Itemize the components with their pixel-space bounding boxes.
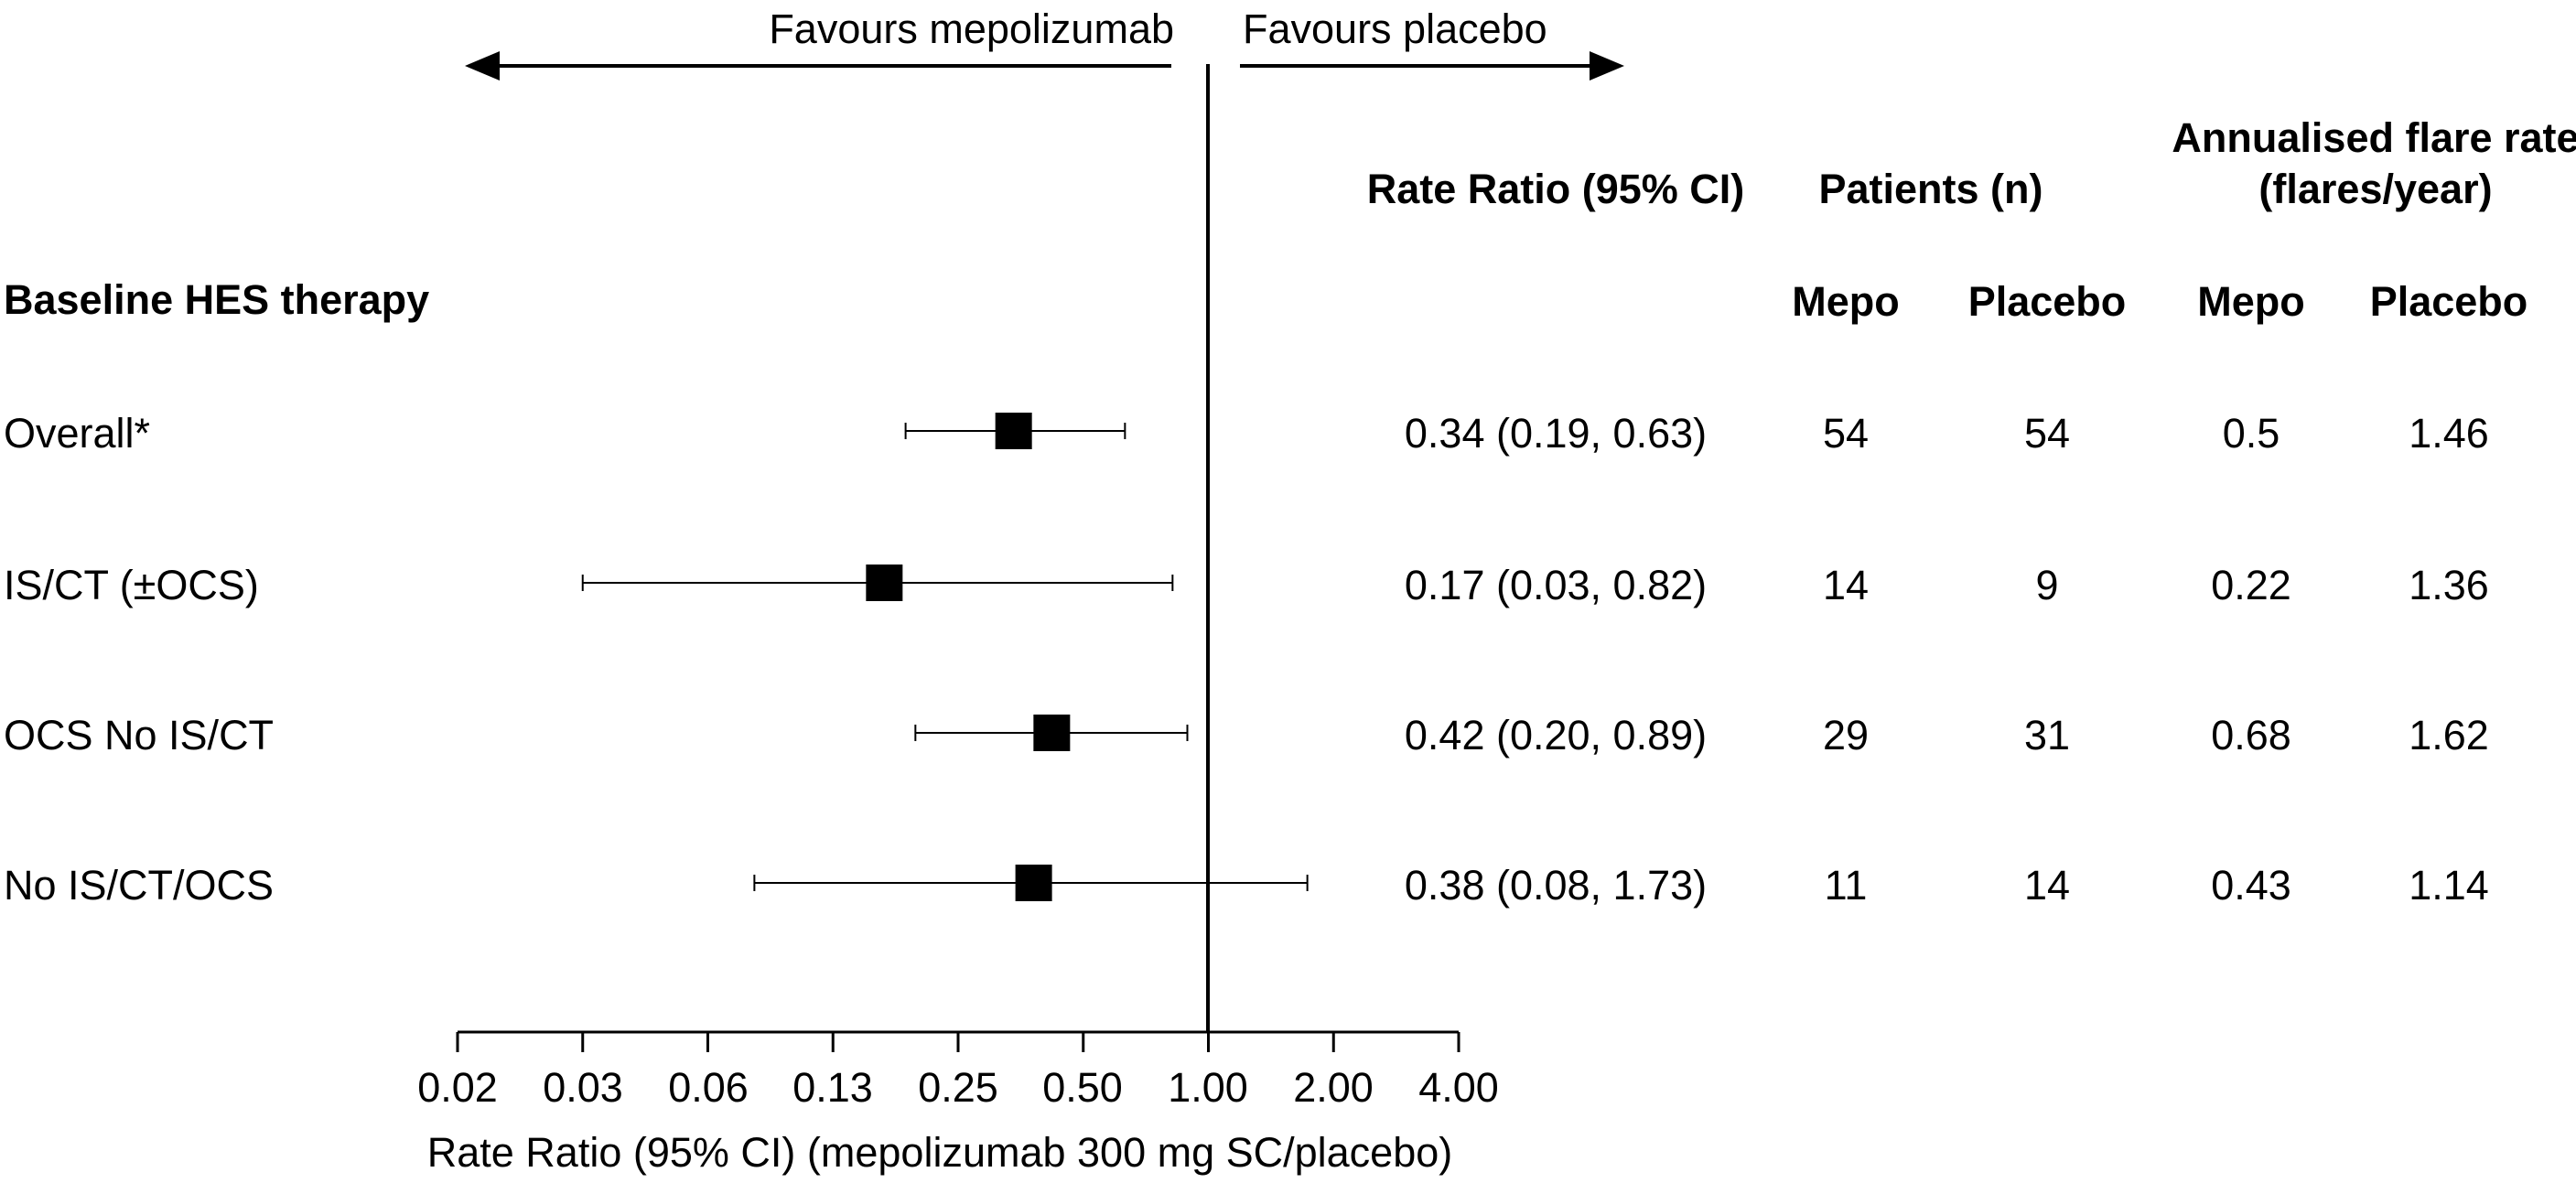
subheader-patients-mepo: Mepo bbox=[1792, 278, 1900, 325]
header-flare-rate-line2: (flares/year) bbox=[2258, 166, 2493, 212]
row-label: Overall* bbox=[4, 410, 151, 457]
flare-rate-mepo-value: 0.68 bbox=[2211, 712, 2291, 758]
subheader-patients-placebo: Placebo bbox=[1967, 278, 2127, 325]
patients-mepo-value: 11 bbox=[1824, 862, 1868, 909]
row-label: No IS/CT/OCS bbox=[4, 862, 275, 909]
x-tick-label: 0.02 bbox=[417, 1064, 498, 1111]
row-label: IS/CT (±OCS) bbox=[4, 562, 259, 608]
patients-placebo-value: 54 bbox=[2023, 410, 2071, 457]
x-tick-label: 0.25 bbox=[918, 1064, 998, 1111]
forest-marks bbox=[581, 413, 1309, 901]
point-estimate bbox=[866, 565, 903, 601]
rate-ratio-value: 0.17 (0.03, 0.82) bbox=[1404, 562, 1708, 608]
header-rate-ratio: Rate Ratio (95% CI) bbox=[1366, 166, 1745, 212]
point-estimate bbox=[995, 413, 1032, 449]
favours-placebo-label: Favours placebo bbox=[1243, 5, 1547, 52]
patients-mepo-value: 29 bbox=[1822, 712, 1870, 758]
flare-rate-mepo-value: 0.22 bbox=[2211, 562, 2291, 608]
x-tick-label: 1.00 bbox=[1168, 1064, 1248, 1111]
x-tick-label: 0.03 bbox=[543, 1064, 623, 1111]
x-axis-title: Rate Ratio (95% CI) (mepolizumab 300 mg … bbox=[426, 1129, 1453, 1176]
header-patients: Patients (n) bbox=[1818, 166, 2043, 212]
row-header-baseline-therapy: Baseline HES therapy bbox=[4, 276, 430, 323]
patients-mepo-value: 54 bbox=[1822, 410, 1870, 457]
flare-rate-mepo-value: 0.5 bbox=[2222, 410, 2280, 457]
flare-rate-placebo-value: 1.46 bbox=[2409, 410, 2489, 457]
point-estimate bbox=[1015, 865, 1052, 901]
flare-rate-placebo-value: 1.62 bbox=[2409, 712, 2489, 758]
x-axis-ticks bbox=[456, 1032, 1460, 1052]
header-flare-rate-line1: Annualised flare rate bbox=[2172, 114, 2576, 161]
row-label: OCS No IS/CT bbox=[4, 712, 275, 758]
x-tick-label: 2.00 bbox=[1293, 1064, 1374, 1111]
patients-placebo-value: 14 bbox=[2023, 862, 2071, 909]
subheader-rate-placebo: Placebo bbox=[2369, 278, 2528, 325]
favours-mepolizumab-label: Favours mepolizumab bbox=[769, 5, 1174, 52]
rate-ratio-value: 0.42 (0.20, 0.89) bbox=[1404, 712, 1708, 758]
favours-placebo-arrow bbox=[1240, 51, 1624, 81]
patients-placebo-value: 9 bbox=[2035, 562, 2059, 608]
flare-rate-placebo-value: 1.36 bbox=[2409, 562, 2489, 608]
x-tick-label: 0.50 bbox=[1042, 1064, 1123, 1111]
rate-ratio-value: 0.38 (0.08, 1.73) bbox=[1404, 862, 1708, 909]
flare-rate-mepo-value: 0.43 bbox=[2211, 862, 2291, 909]
subheader-rate-mepo: Mepo bbox=[2197, 278, 2305, 325]
flare-rate-placebo-value: 1.14 bbox=[2409, 862, 2489, 909]
patients-mepo-value: 14 bbox=[1822, 562, 1870, 608]
x-tick-label: 0.13 bbox=[792, 1064, 873, 1111]
point-estimate bbox=[1033, 715, 1071, 751]
favours-mepolizumab-arrow bbox=[465, 51, 1171, 81]
patients-placebo-value: 31 bbox=[2023, 712, 2071, 758]
x-tick-label: 4.00 bbox=[1418, 1064, 1499, 1111]
rate-ratio-value: 0.34 (0.19, 0.63) bbox=[1404, 410, 1708, 457]
x-tick-label: 0.06 bbox=[668, 1064, 749, 1111]
